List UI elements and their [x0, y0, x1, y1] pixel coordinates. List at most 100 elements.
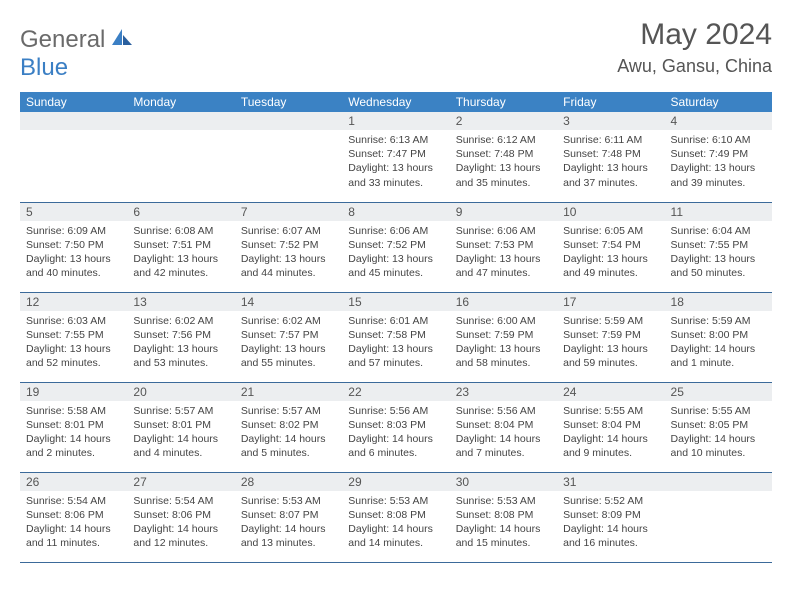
day-details: Sunrise: 5:56 AMSunset: 8:04 PMDaylight:…	[450, 401, 557, 465]
sunset-line: Sunset: 8:06 PM	[26, 508, 121, 522]
daylight-line: Daylight: 14 hours and 13 minutes.	[241, 522, 336, 550]
daylight-line: Daylight: 13 hours and 59 minutes.	[563, 342, 658, 370]
daylight-line: Daylight: 14 hours and 2 minutes.	[26, 432, 121, 460]
sunset-line: Sunset: 7:50 PM	[26, 238, 121, 252]
sunset-line: Sunset: 8:07 PM	[241, 508, 336, 522]
sunrise-line: Sunrise: 6:06 AM	[348, 224, 443, 238]
sunset-line: Sunset: 8:04 PM	[563, 418, 658, 432]
daylight-line: Daylight: 14 hours and 9 minutes.	[563, 432, 658, 460]
day-number: 11	[665, 203, 772, 221]
calendar-day-cell: 20Sunrise: 5:57 AMSunset: 8:01 PMDayligh…	[127, 382, 234, 472]
day-details: Sunrise: 6:00 AMSunset: 7:59 PMDaylight:…	[450, 311, 557, 375]
daylight-line: Daylight: 13 hours and 39 minutes.	[671, 161, 766, 189]
sunset-line: Sunset: 7:51 PM	[133, 238, 228, 252]
calendar-day-cell: 19Sunrise: 5:58 AMSunset: 8:01 PMDayligh…	[20, 382, 127, 472]
day-number: 23	[450, 383, 557, 401]
day-details: Sunrise: 6:13 AMSunset: 7:47 PMDaylight:…	[342, 130, 449, 194]
sunrise-line: Sunrise: 6:03 AM	[26, 314, 121, 328]
daylight-line: Daylight: 13 hours and 35 minutes.	[456, 161, 551, 189]
day-number: 3	[557, 112, 664, 130]
calendar-day-cell: 8Sunrise: 6:06 AMSunset: 7:52 PMDaylight…	[342, 202, 449, 292]
sunrise-line: Sunrise: 5:59 AM	[671, 314, 766, 328]
day-details: Sunrise: 5:53 AMSunset: 8:08 PMDaylight:…	[450, 491, 557, 555]
sunset-line: Sunset: 7:54 PM	[563, 238, 658, 252]
sunrise-line: Sunrise: 5:57 AM	[133, 404, 228, 418]
calendar-day-cell: 16Sunrise: 6:00 AMSunset: 7:59 PMDayligh…	[450, 292, 557, 382]
calendar-day-cell: 9Sunrise: 6:06 AMSunset: 7:53 PMDaylight…	[450, 202, 557, 292]
day-number: 21	[235, 383, 342, 401]
daylight-line: Daylight: 13 hours and 33 minutes.	[348, 161, 443, 189]
day-details: Sunrise: 6:02 AMSunset: 7:57 PMDaylight:…	[235, 311, 342, 375]
day-number: 20	[127, 383, 234, 401]
logo-sail-icon	[112, 29, 134, 47]
day-number: 2	[450, 112, 557, 130]
daylight-line: Daylight: 13 hours and 37 minutes.	[563, 161, 658, 189]
day-number: 15	[342, 293, 449, 311]
logo-text-general: General	[20, 26, 105, 53]
day-details: Sunrise: 5:55 AMSunset: 8:05 PMDaylight:…	[665, 401, 772, 465]
calendar-day-cell	[127, 112, 234, 202]
daylight-line: Daylight: 13 hours and 55 minutes.	[241, 342, 336, 370]
sunrise-line: Sunrise: 5:54 AM	[133, 494, 228, 508]
calendar-day-cell: 21Sunrise: 5:57 AMSunset: 8:02 PMDayligh…	[235, 382, 342, 472]
daylight-line: Daylight: 14 hours and 6 minutes.	[348, 432, 443, 460]
sunrise-line: Sunrise: 6:06 AM	[456, 224, 551, 238]
daylight-line: Daylight: 14 hours and 14 minutes.	[348, 522, 443, 550]
sunrise-line: Sunrise: 6:12 AM	[456, 133, 551, 147]
day-details: Sunrise: 6:05 AMSunset: 7:54 PMDaylight:…	[557, 221, 664, 285]
daylight-line: Daylight: 13 hours and 57 minutes.	[348, 342, 443, 370]
sunset-line: Sunset: 7:48 PM	[563, 147, 658, 161]
calendar-day-cell: 3Sunrise: 6:11 AMSunset: 7:48 PMDaylight…	[557, 112, 664, 202]
daylight-line: Daylight: 13 hours and 52 minutes.	[26, 342, 121, 370]
sunrise-line: Sunrise: 6:02 AM	[241, 314, 336, 328]
day-details: Sunrise: 5:53 AMSunset: 8:07 PMDaylight:…	[235, 491, 342, 555]
sunrise-line: Sunrise: 6:08 AM	[133, 224, 228, 238]
daylight-line: Daylight: 13 hours and 53 minutes.	[133, 342, 228, 370]
day-number-empty	[235, 112, 342, 130]
day-number: 30	[450, 473, 557, 491]
sunrise-line: Sunrise: 5:58 AM	[26, 404, 121, 418]
daylight-line: Daylight: 14 hours and 1 minute.	[671, 342, 766, 370]
sunset-line: Sunset: 7:59 PM	[563, 328, 658, 342]
day-number: 16	[450, 293, 557, 311]
sunset-line: Sunset: 7:58 PM	[348, 328, 443, 342]
sunset-line: Sunset: 7:47 PM	[348, 147, 443, 161]
calendar-day-cell: 11Sunrise: 6:04 AMSunset: 7:55 PMDayligh…	[665, 202, 772, 292]
location: Awu, Gansu, China	[617, 56, 772, 77]
daylight-line: Daylight: 14 hours and 11 minutes.	[26, 522, 121, 550]
calendar-day-cell: 22Sunrise: 5:56 AMSunset: 8:03 PMDayligh…	[342, 382, 449, 472]
weekday-header-row: Sunday Monday Tuesday Wednesday Thursday…	[20, 92, 772, 112]
day-number: 13	[127, 293, 234, 311]
day-number: 1	[342, 112, 449, 130]
sunset-line: Sunset: 8:06 PM	[133, 508, 228, 522]
daylight-line: Daylight: 13 hours and 49 minutes.	[563, 252, 658, 280]
day-details: Sunrise: 5:57 AMSunset: 8:02 PMDaylight:…	[235, 401, 342, 465]
day-number: 19	[20, 383, 127, 401]
sunrise-line: Sunrise: 5:52 AM	[563, 494, 658, 508]
day-details: Sunrise: 5:59 AMSunset: 7:59 PMDaylight:…	[557, 311, 664, 375]
calendar-day-cell	[665, 472, 772, 562]
sunrise-line: Sunrise: 5:53 AM	[456, 494, 551, 508]
calendar-day-cell	[20, 112, 127, 202]
daylight-line: Daylight: 14 hours and 10 minutes.	[671, 432, 766, 460]
calendar-week-row: 12Sunrise: 6:03 AMSunset: 7:55 PMDayligh…	[20, 292, 772, 382]
calendar-day-cell: 18Sunrise: 5:59 AMSunset: 8:00 PMDayligh…	[665, 292, 772, 382]
daylight-line: Daylight: 14 hours and 15 minutes.	[456, 522, 551, 550]
weekday-saturday: Saturday	[665, 92, 772, 112]
day-number: 24	[557, 383, 664, 401]
daylight-line: Daylight: 14 hours and 5 minutes.	[241, 432, 336, 460]
weekday-wednesday: Wednesday	[342, 92, 449, 112]
weekday-monday: Monday	[127, 92, 234, 112]
day-number-empty	[665, 473, 772, 491]
sunset-line: Sunset: 7:55 PM	[671, 238, 766, 252]
calendar-day-cell: 28Sunrise: 5:53 AMSunset: 8:07 PMDayligh…	[235, 472, 342, 562]
calendar-day-cell: 5Sunrise: 6:09 AMSunset: 7:50 PMDaylight…	[20, 202, 127, 292]
day-number: 5	[20, 203, 127, 221]
sunrise-line: Sunrise: 6:05 AM	[563, 224, 658, 238]
day-number: 17	[557, 293, 664, 311]
calendar-day-cell: 2Sunrise: 6:12 AMSunset: 7:48 PMDaylight…	[450, 112, 557, 202]
day-number: 6	[127, 203, 234, 221]
day-number: 25	[665, 383, 772, 401]
daylight-line: Daylight: 13 hours and 42 minutes.	[133, 252, 228, 280]
calendar-day-cell: 24Sunrise: 5:55 AMSunset: 8:04 PMDayligh…	[557, 382, 664, 472]
